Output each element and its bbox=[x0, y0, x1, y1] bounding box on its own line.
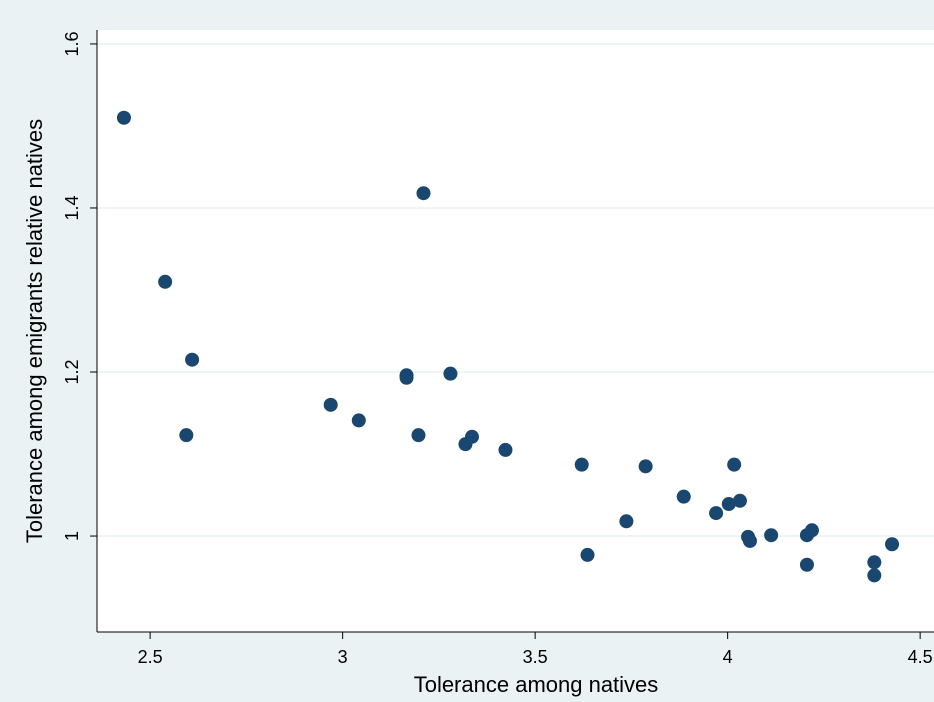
point bbox=[185, 352, 200, 367]
point bbox=[804, 523, 819, 538]
point bbox=[351, 413, 366, 428]
y-axis-title: Tolerance among emigrants relative nativ… bbox=[22, 119, 47, 543]
point bbox=[721, 497, 736, 512]
point bbox=[158, 274, 173, 289]
y-tick-label: 1.2 bbox=[62, 359, 82, 384]
point bbox=[742, 533, 757, 548]
y-tick-label: 1 bbox=[62, 531, 82, 541]
point bbox=[323, 397, 338, 412]
point bbox=[867, 555, 882, 570]
point bbox=[399, 370, 414, 385]
point bbox=[411, 428, 426, 443]
point bbox=[116, 110, 131, 125]
point bbox=[867, 568, 882, 583]
point bbox=[580, 547, 595, 562]
x-tick-label: 2.5 bbox=[138, 647, 163, 667]
plot-area bbox=[97, 30, 934, 632]
point bbox=[799, 557, 814, 572]
x-tick-label: 4.5 bbox=[908, 647, 933, 667]
point bbox=[676, 489, 691, 504]
point bbox=[885, 537, 900, 552]
x-tick-label: 4 bbox=[723, 647, 733, 667]
point bbox=[638, 459, 653, 474]
y-tick-label: 1.6 bbox=[62, 31, 82, 56]
point bbox=[619, 514, 634, 529]
point bbox=[498, 442, 513, 457]
point bbox=[443, 366, 458, 381]
x-axis-title: Tolerance among natives bbox=[414, 672, 659, 697]
x-tick-label: 3 bbox=[338, 647, 348, 667]
y-tick-label: 1.4 bbox=[62, 195, 82, 220]
point bbox=[709, 506, 724, 521]
point bbox=[764, 528, 779, 543]
point bbox=[416, 186, 431, 201]
point bbox=[179, 428, 194, 443]
point bbox=[464, 429, 479, 444]
point bbox=[574, 457, 589, 472]
x-tick-label: 3.5 bbox=[523, 647, 548, 667]
point bbox=[727, 457, 742, 472]
point bbox=[732, 493, 747, 508]
